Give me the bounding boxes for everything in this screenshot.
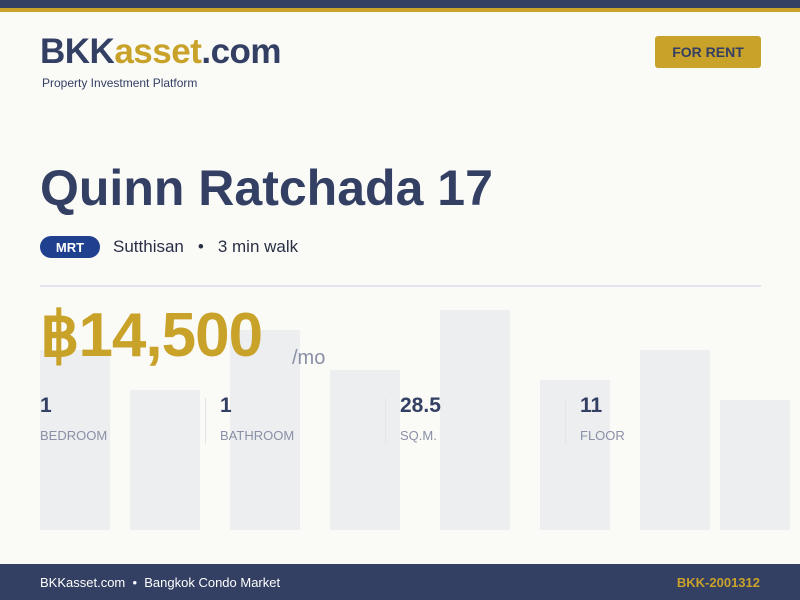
stat-value: 11 — [580, 394, 603, 417]
stat-divider — [205, 398, 206, 444]
bg-bar — [540, 380, 610, 530]
footer-text: BKKasset.com • Bangkok Condo Market — [40, 574, 281, 590]
bg-bar — [130, 390, 200, 530]
bg-bar — [440, 310, 510, 530]
stat-value: 28.5 — [400, 394, 441, 417]
bg-bar — [720, 400, 790, 530]
stat-label: BEDROOM — [40, 428, 108, 443]
logo-part: BKK — [40, 32, 115, 71]
stat-label: SQ.M. — [400, 428, 437, 443]
top-stripe-navy — [0, 0, 800, 8]
stat-value: 1 — [40, 394, 52, 417]
stat-value: 1 — [220, 394, 232, 417]
stat-label: BATHROOM — [220, 428, 295, 443]
stat-area: 28.5 SQ.M. — [400, 394, 441, 443]
price: ฿14,500 — [40, 301, 263, 370]
footer: BKKasset.com • Bangkok Condo Market BKK-… — [0, 564, 800, 600]
stat-floor: 11 FLOOR — [580, 394, 625, 443]
walk-time: 3 min walk — [217, 237, 299, 256]
price-unit: /mo — [292, 347, 326, 369]
for-rent-badge: FOR RENT — [655, 36, 761, 68]
listing-id: BKK-2001312 — [676, 574, 760, 590]
stat-divider — [385, 398, 386, 444]
transit-badge: MRT — [40, 236, 100, 258]
bg-bar — [40, 350, 110, 530]
tagline: Property Investment Platform — [42, 76, 198, 90]
bg-bar — [640, 350, 710, 530]
station-name: Sutthisan — [113, 237, 184, 256]
stat-divider — [565, 398, 566, 444]
property-title: Quinn Ratchada 17 — [40, 160, 493, 216]
stat-label: FLOOR — [580, 428, 625, 443]
logo-part: asset — [114, 32, 202, 71]
station-info: Sutthisan • 3 min walk — [113, 237, 298, 257]
bg-bar — [330, 370, 400, 530]
bg-bar — [230, 330, 300, 530]
separator: • — [197, 237, 204, 256]
stat-bedroom: 1 BEDROOM — [40, 394, 107, 443]
stat-bathroom: 1 BATHROOM — [220, 394, 294, 443]
logo[interactable]: BKKasset.com — [40, 32, 282, 72]
logo-part: .com — [201, 32, 282, 71]
divider — [40, 285, 761, 287]
top-stripe-gold — [0, 8, 800, 12]
